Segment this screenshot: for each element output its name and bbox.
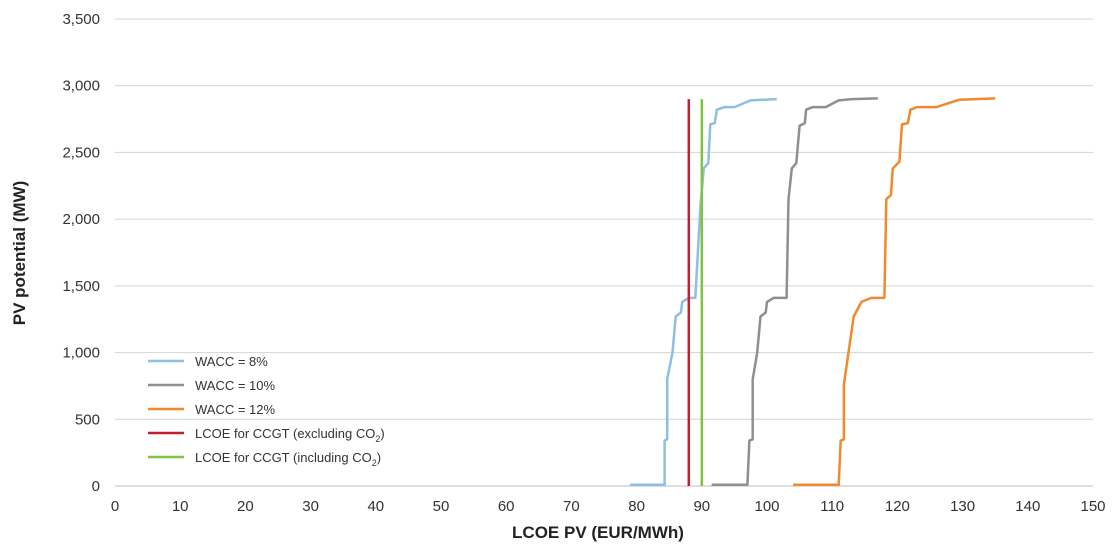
series-line-2 bbox=[712, 98, 878, 484]
x-axis-title: LCOE PV (EUR/MWh) bbox=[512, 523, 684, 542]
x-tick-label: 120 bbox=[885, 498, 910, 515]
x-tick-label: 0 bbox=[111, 498, 119, 515]
y-tick-label: 1,500 bbox=[62, 278, 100, 295]
y-axis-title: PV potential (MW) bbox=[10, 181, 29, 325]
series-line-1 bbox=[630, 99, 777, 485]
legend-label: WACC = 12% bbox=[195, 402, 276, 417]
y-tick-label: 3,500 bbox=[62, 11, 100, 28]
y-tick-label: 2,500 bbox=[62, 144, 100, 161]
x-tick-label: 70 bbox=[563, 498, 580, 515]
y-tick-label: 0 bbox=[92, 478, 100, 495]
data-series bbox=[630, 98, 995, 486]
x-tick-label: 40 bbox=[367, 498, 384, 515]
legend: WACC = 8% WACC = 10% WACC = 12% LCOE for CC… bbox=[148, 354, 385, 468]
y-tick-label: 2,000 bbox=[62, 211, 100, 228]
x-tick-label: 20 bbox=[237, 498, 254, 515]
legend-label: LCOE for CCGT (including CO2) bbox=[195, 450, 381, 468]
series-line-3 bbox=[793, 98, 995, 484]
y-tick-label: 1,000 bbox=[62, 345, 100, 362]
x-tick-label: 80 bbox=[628, 498, 645, 515]
x-axis-tick-labels: 0 10 20 30 40 50 60 70 80 90 100 110 120 130 140 150 bbox=[111, 498, 1106, 515]
x-tick-label: 90 bbox=[693, 498, 710, 515]
x-tick-label: 130 bbox=[950, 498, 975, 515]
y-axis-tick-labels: 0 500 1,000 1,500 2,000 2,500 3,000 3,500 bbox=[62, 11, 100, 495]
x-tick-label: 140 bbox=[1015, 498, 1040, 515]
legend-label: WACC = 8% bbox=[195, 354, 268, 369]
x-tick-label: 50 bbox=[433, 498, 450, 515]
x-tick-label: 100 bbox=[754, 498, 779, 515]
x-tick-label: 60 bbox=[498, 498, 515, 515]
y-tick-label: 3,000 bbox=[62, 78, 100, 95]
legend-label: LCOE for CCGT (excluding CO2) bbox=[195, 426, 385, 444]
x-tick-label: 30 bbox=[302, 498, 319, 515]
x-tick-label: 10 bbox=[172, 498, 189, 515]
x-tick-label: 110 bbox=[820, 498, 844, 515]
x-tick-label: 150 bbox=[1080, 498, 1105, 515]
legend-label: WACC = 10% bbox=[195, 378, 276, 393]
y-tick-label: 500 bbox=[75, 411, 100, 428]
